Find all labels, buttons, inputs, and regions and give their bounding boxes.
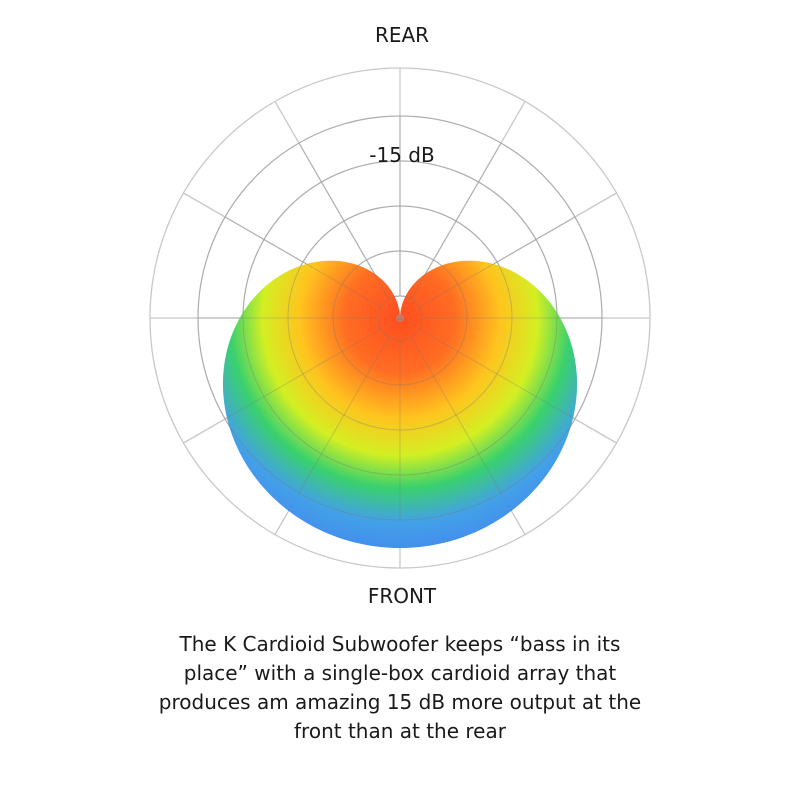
grid-ring-overlay bbox=[287, 205, 513, 431]
ring-db-label: -15 dB bbox=[369, 143, 434, 167]
grid-spoke-overlay bbox=[418, 216, 576, 308]
grid-ring-overlay bbox=[377, 295, 423, 341]
grid-spoke-overlay bbox=[298, 336, 390, 494]
rear-label: REAR bbox=[375, 23, 429, 47]
grid-ring-overlay bbox=[332, 250, 468, 386]
grid-spoke-overlay bbox=[410, 142, 502, 300]
cardioid-pattern bbox=[222, 260, 578, 548]
caption-text: The K Cardioid Subwoofer keeps “bass in … bbox=[100, 630, 700, 746]
grid-spoke-overlay bbox=[410, 336, 502, 494]
center-dot bbox=[396, 314, 404, 322]
grid-spoke-overlay bbox=[224, 216, 382, 308]
caption-line: produces am amazing 15 dB more output at… bbox=[158, 690, 642, 714]
grid-spoke bbox=[274, 101, 390, 300]
caption-line: place” with a single-box cardioid array … bbox=[183, 661, 617, 685]
polar-grid-overlay bbox=[197, 115, 603, 521]
grid-spoke-overlay bbox=[418, 328, 576, 420]
caption-line: front than at the rear bbox=[294, 719, 506, 743]
caption-line: The K Cardioid Subwoofer keeps “bass in … bbox=[179, 632, 621, 656]
grid-spoke-overlay bbox=[224, 328, 382, 420]
front-label: FRONT bbox=[368, 584, 437, 608]
grid-spoke-overlay bbox=[298, 142, 390, 300]
cardioid-polar-plot: REAR -15 dB FRONT bbox=[149, 23, 651, 608]
grid-ring-overlay bbox=[197, 115, 603, 521]
grid-ring-overlay bbox=[242, 160, 558, 476]
grid-spoke bbox=[410, 101, 526, 300]
